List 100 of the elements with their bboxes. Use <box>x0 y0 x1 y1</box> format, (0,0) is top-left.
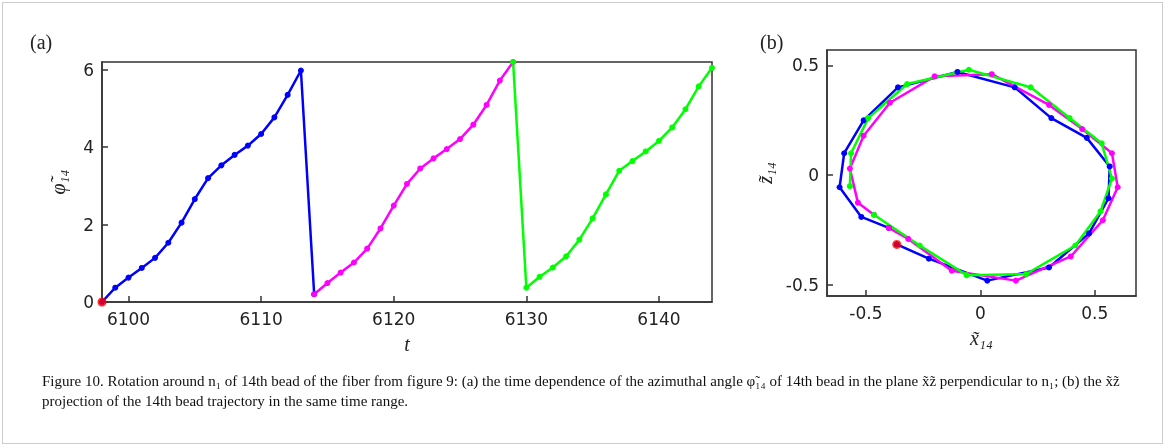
point <box>602 191 609 198</box>
point <box>297 67 304 74</box>
point <box>1106 163 1113 170</box>
x-tick-label: 6130 <box>504 308 548 329</box>
point <box>865 115 872 122</box>
point <box>860 117 867 124</box>
point <box>1046 101 1053 108</box>
point <box>165 239 172 246</box>
point <box>138 264 145 271</box>
point <box>858 213 865 220</box>
point <box>925 255 932 262</box>
point <box>1114 184 1121 191</box>
y-tick-label: 4 <box>83 137 94 158</box>
y-tick-label: 6 <box>83 59 94 80</box>
point <box>563 253 570 260</box>
point <box>848 150 855 157</box>
y-tick-label: 0.5 <box>791 55 819 76</box>
point <box>836 184 843 191</box>
x-tick-label: 6110 <box>239 308 283 329</box>
point <box>324 280 331 287</box>
point <box>457 136 464 143</box>
point <box>417 165 424 172</box>
point <box>846 165 853 172</box>
point <box>669 124 676 131</box>
point <box>854 199 861 206</box>
point <box>496 77 503 84</box>
point <box>1066 115 1073 122</box>
point <box>904 81 911 88</box>
point <box>191 196 198 203</box>
point <box>258 131 265 137</box>
point <box>984 277 991 284</box>
point <box>905 235 912 242</box>
point <box>963 272 970 279</box>
point <box>886 99 893 106</box>
y-axis-title: φ̃₁₄ <box>47 169 70 195</box>
point <box>1108 150 1115 157</box>
point <box>443 146 450 153</box>
point <box>576 236 583 243</box>
point <box>404 180 410 187</box>
point <box>1011 84 1018 91</box>
point <box>178 219 185 226</box>
point <box>988 71 995 78</box>
point <box>125 274 132 281</box>
point <box>860 132 867 139</box>
point <box>1083 134 1090 141</box>
point <box>931 73 938 80</box>
text: (a) <box>30 31 53 54</box>
point <box>616 167 623 174</box>
point <box>205 175 212 182</box>
x-tick-label: 6140 <box>637 308 681 329</box>
point <box>965 66 972 73</box>
point <box>695 83 702 90</box>
x-tick-label: 6120 <box>372 308 416 329</box>
point <box>1108 175 1115 182</box>
point <box>231 151 238 158</box>
point <box>1098 140 1105 147</box>
point <box>470 121 477 128</box>
y-tick-label: -0.5 <box>785 275 819 296</box>
point <box>642 148 649 155</box>
x-axis-title: x̃₁₄ <box>969 327 993 349</box>
point <box>536 273 543 280</box>
text: (b) <box>760 31 784 54</box>
point <box>1099 217 1106 224</box>
point <box>1086 230 1093 237</box>
x-tick-label: -0.5 <box>849 302 883 323</box>
point <box>709 64 715 71</box>
point <box>549 264 556 271</box>
point <box>218 162 225 169</box>
point <box>1067 253 1074 260</box>
point <box>682 106 689 113</box>
point <box>954 68 961 75</box>
x-tick-label: 0.5 <box>1081 302 1109 323</box>
x-tick-label: 0 <box>974 302 986 323</box>
point <box>271 114 278 121</box>
x-axis-title: t <box>404 333 411 355</box>
point <box>948 267 955 274</box>
point <box>350 259 357 266</box>
point <box>655 137 662 144</box>
point <box>337 269 344 276</box>
point <box>1097 208 1104 215</box>
point <box>364 245 371 252</box>
x-tick-label: 6100 <box>106 308 151 329</box>
point <box>841 150 848 157</box>
point <box>483 101 490 108</box>
point <box>1079 126 1086 133</box>
point <box>112 284 119 291</box>
point <box>244 142 251 149</box>
point <box>846 183 853 190</box>
point <box>152 254 159 261</box>
point <box>894 84 901 91</box>
point <box>1023 271 1030 278</box>
point <box>1048 115 1055 122</box>
point <box>284 91 291 98</box>
y-tick-label: 0 <box>808 165 819 186</box>
y-tick-label: 2 <box>83 214 94 235</box>
caption: Figure 10. Rotation around n₁ of 14th bead of the fiber from figure 9: (a) the time dependence of the azimuthal angle φ̃₁₄ of 14th bead in the plane x̃z̃ perpendicular to n₁; (b) the x̃z̃ projection of the 14th bead trajectory in the same time range. <box>42 372 1121 411</box>
point <box>589 215 596 222</box>
point <box>1046 264 1053 271</box>
point <box>390 202 397 209</box>
point <box>1012 277 1019 284</box>
